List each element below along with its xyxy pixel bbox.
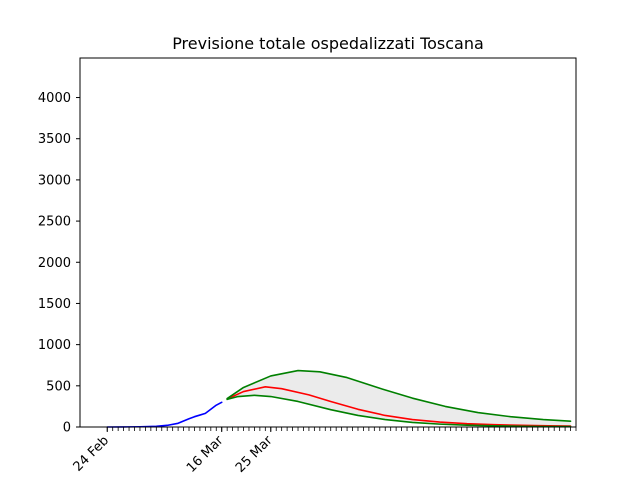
y-tick-label: 1000: [38, 338, 71, 353]
confidence-band: [227, 370, 571, 427]
y-tick-label: 1500: [38, 297, 71, 312]
series-line-forecast-upper: [226, 369, 572, 423]
chart-title: Previsione totale ospedalizzati Toscana: [172, 34, 484, 53]
y-tick-label: 2500: [38, 215, 71, 230]
y-tick-label: 4000: [38, 91, 71, 106]
series-layer: [106, 369, 572, 428]
plot-frame: [79, 57, 577, 428]
series-line-forecast-lower: [226, 394, 572, 428]
y-tick-label: 0: [63, 421, 71, 436]
y-tick-label: 3500: [38, 132, 71, 147]
y-tick-label: 2000: [38, 256, 71, 271]
y-tick-label: 500: [46, 379, 71, 394]
confidence-band-layer: [227, 370, 571, 427]
y-axis: 0 500 1000 1500 2000 2500 3000 3500 4000: [38, 91, 80, 436]
y-tick-label: 3000: [38, 173, 71, 188]
series-line-forecast-central: [226, 386, 572, 427]
